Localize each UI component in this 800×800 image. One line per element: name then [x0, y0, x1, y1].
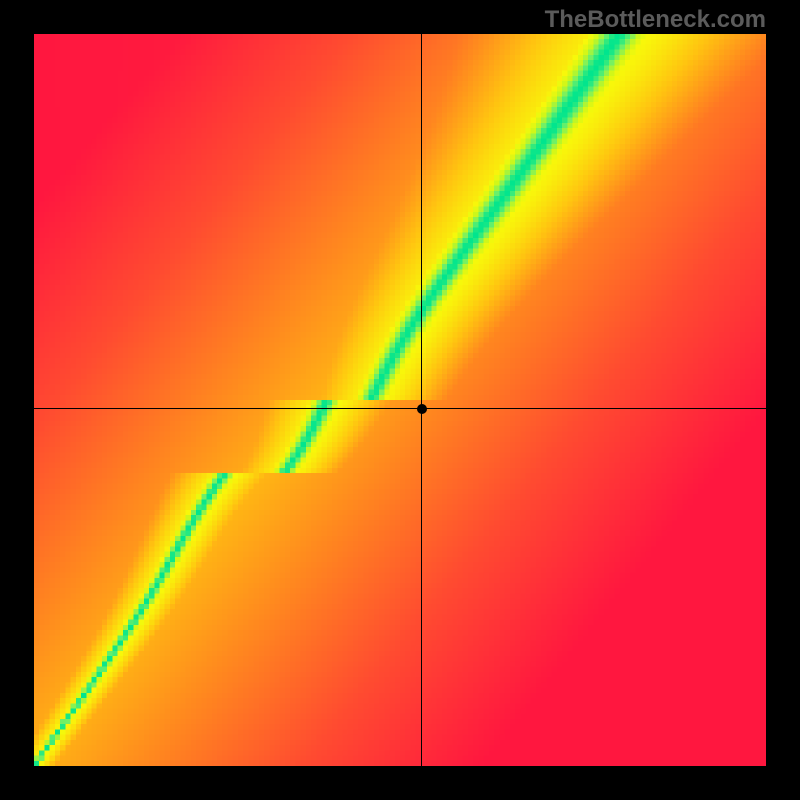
bottleneck-heatmap [34, 34, 766, 766]
crosshair-marker [417, 404, 427, 414]
crosshair-horizontal [34, 408, 766, 409]
watermark-text: TheBottleneck.com [545, 6, 766, 34]
crosshair-vertical [421, 34, 422, 766]
